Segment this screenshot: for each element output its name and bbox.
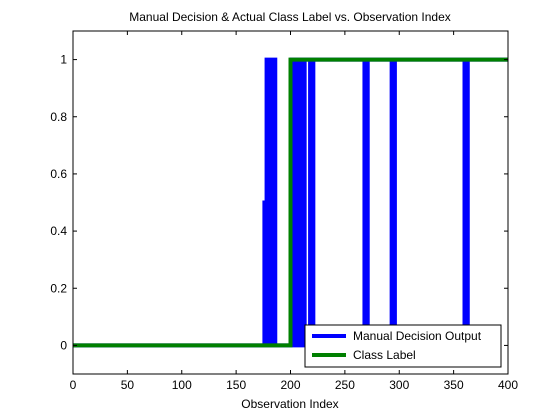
x-axis: 0 50 100 150 200 250 300 350 400 <box>70 31 518 392</box>
x-tick-label: 300 <box>389 378 409 392</box>
x-tick-label: 400 <box>498 378 518 392</box>
x-tick-label: 200 <box>280 378 300 392</box>
y-tick-label: 0 <box>60 338 67 352</box>
y-tick-label: 0.2 <box>50 281 67 295</box>
y-tick-label: 0.6 <box>50 167 67 181</box>
y-axis: 0 0.2 0.4 0.6 0.8 1 <box>50 53 508 352</box>
x-tick-label: 350 <box>444 378 464 392</box>
legend-label-manual-decision: Manual Decision Output <box>353 329 482 343</box>
x-tick-label: 250 <box>335 378 355 392</box>
y-tick-label: 1 <box>60 53 67 67</box>
series-layer <box>73 57 508 348</box>
x-tick-label: 0 <box>70 378 77 392</box>
x-tick-label: 50 <box>121 378 135 392</box>
x-tick-label: 100 <box>172 378 192 392</box>
x-tick-label: 150 <box>226 378 246 392</box>
legend: Manual Decision Output Class Label <box>304 324 502 368</box>
legend-box <box>304 324 502 368</box>
y-tick-label: 0.8 <box>50 110 67 124</box>
legend-label-class-label: Class Label <box>353 348 416 362</box>
x-axis-label: Observation Index <box>241 397 338 411</box>
chart-title: Manual Decision & Actual Class Label vs.… <box>129 10 451 24</box>
y-tick-label: 0.4 <box>50 224 67 238</box>
series-line-class-label <box>73 57 508 348</box>
